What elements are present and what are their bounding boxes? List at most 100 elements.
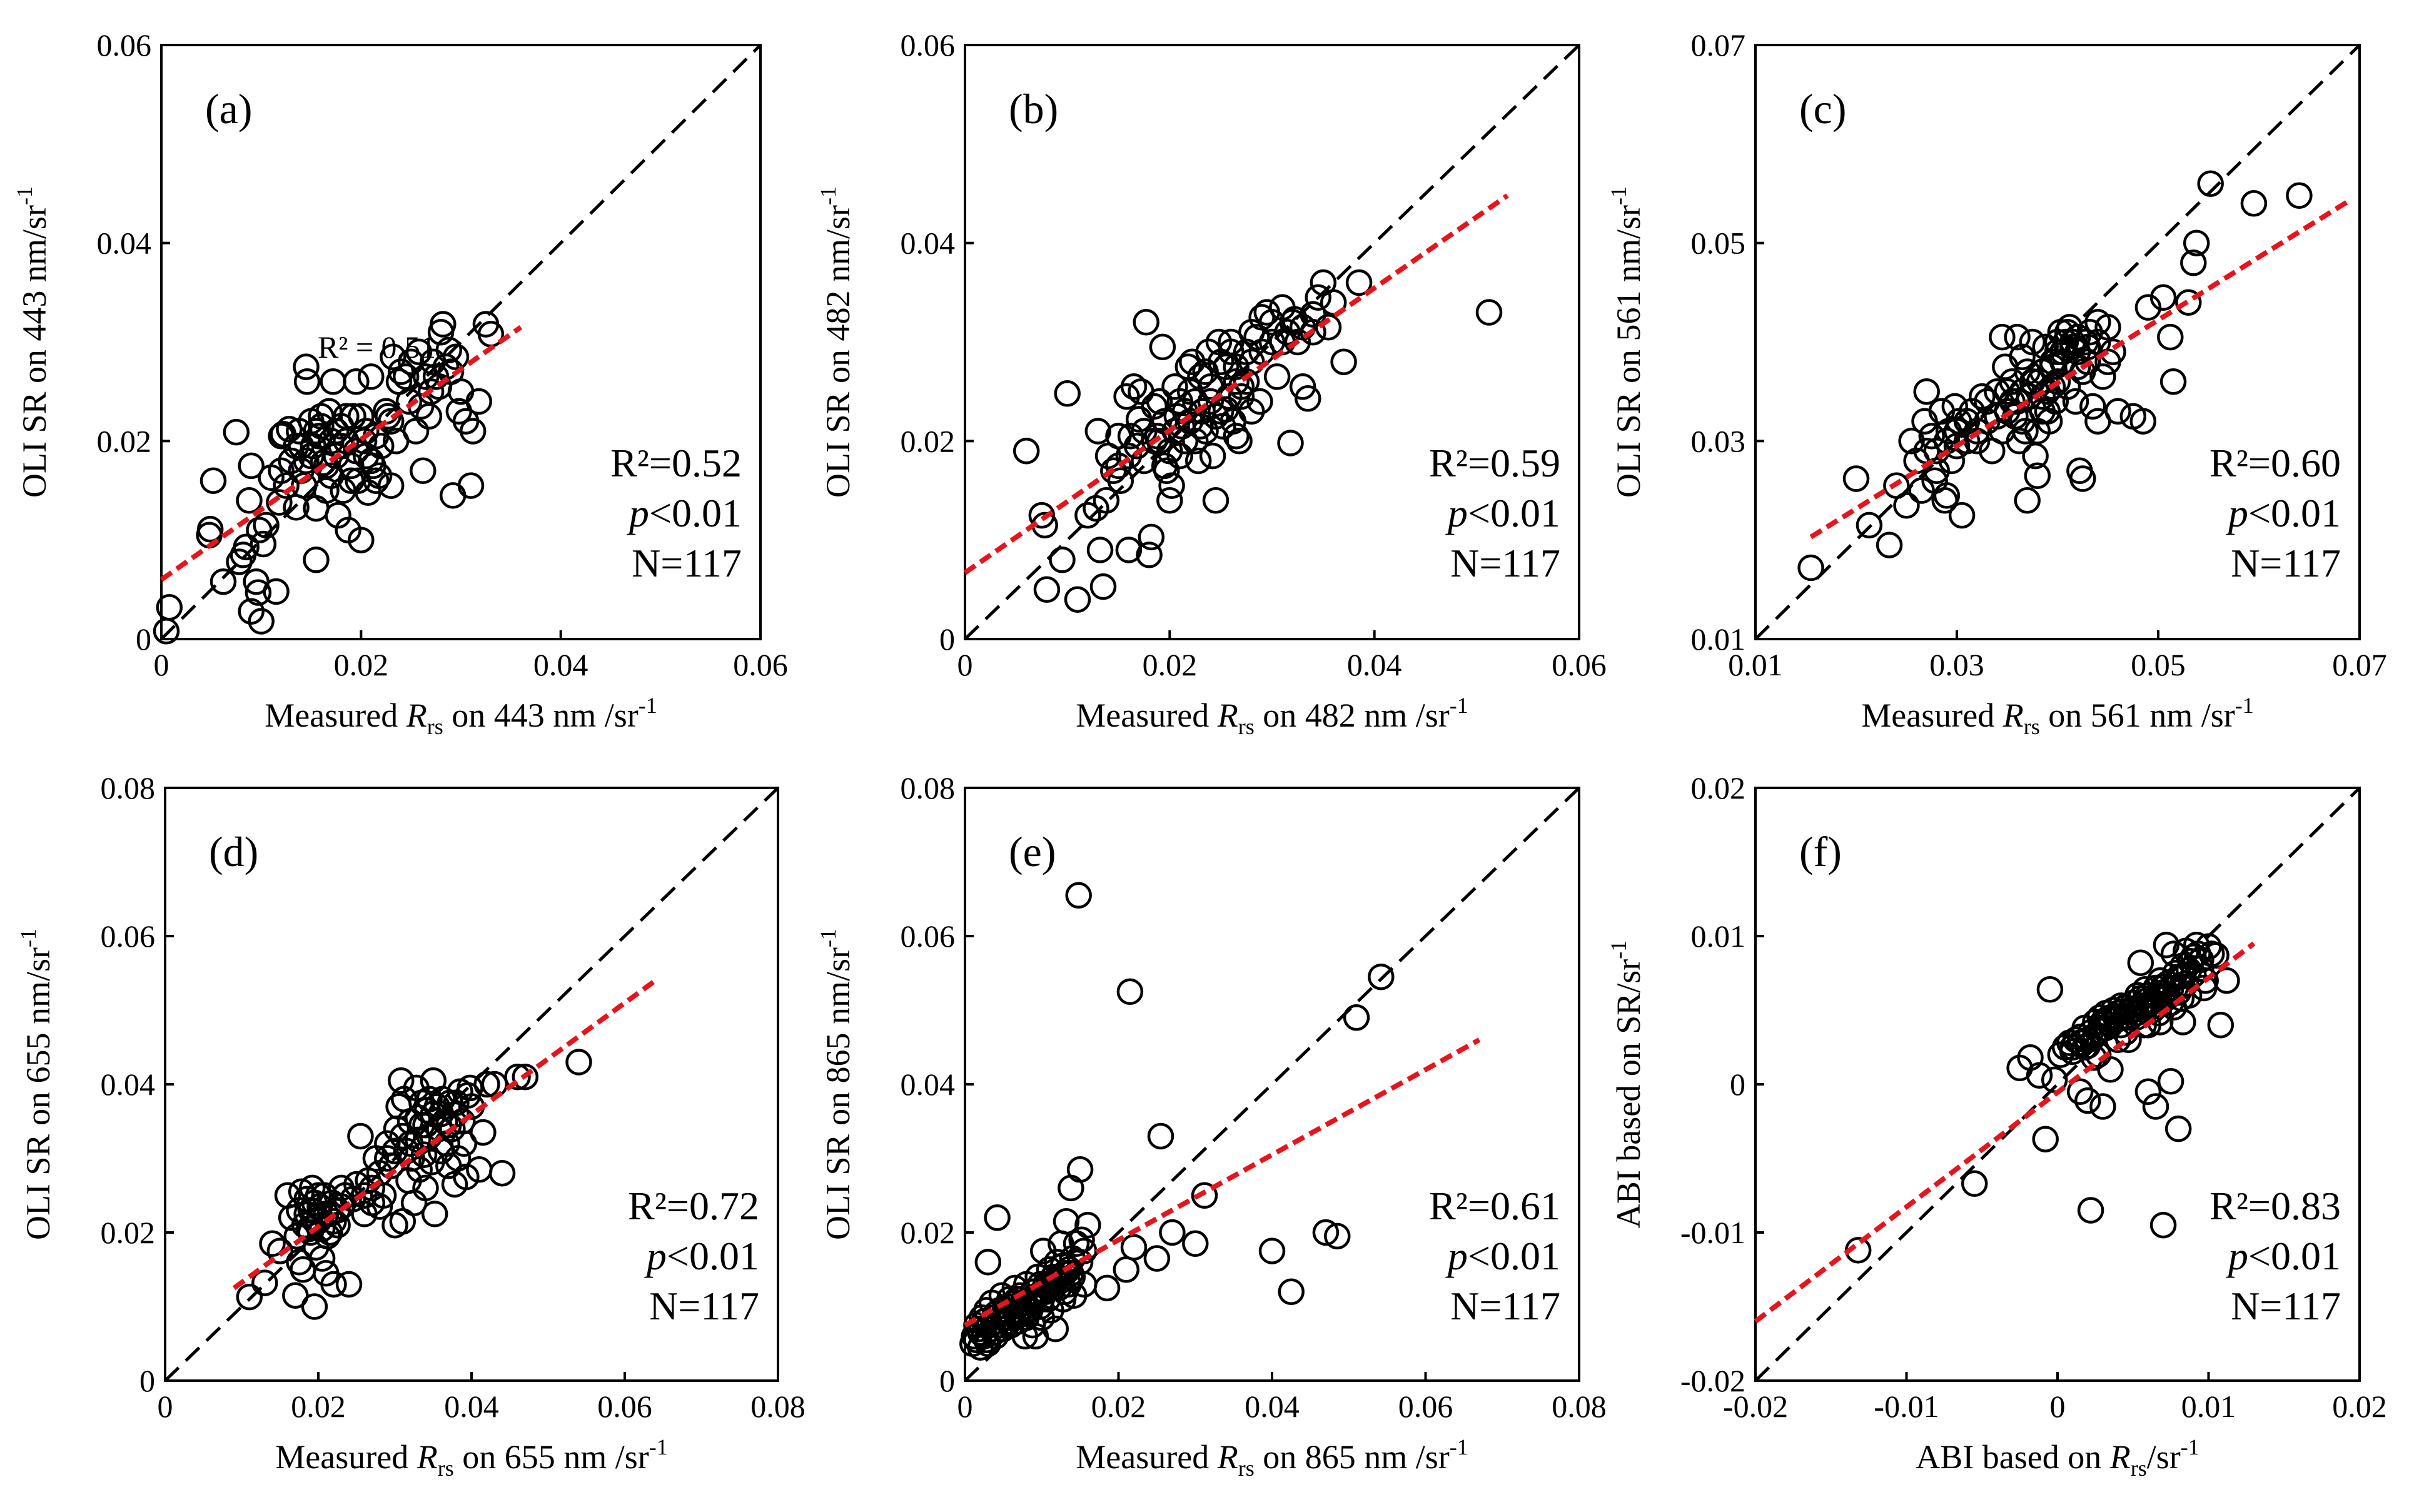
data-point bbox=[1159, 1219, 1186, 1246]
data-point bbox=[395, 388, 423, 415]
data-point bbox=[2177, 948, 2204, 975]
data-point bbox=[1182, 1230, 1209, 1257]
data-point bbox=[1320, 289, 1347, 316]
data-point bbox=[2044, 328, 2071, 356]
r-squared-label: R²=0.60 bbox=[2209, 441, 2341, 485]
x-axis-title: Measured Rrs on 655 nm /sr-1 bbox=[275, 1434, 667, 1481]
y-tick-label: 0.03 bbox=[1691, 423, 1746, 458]
data-point bbox=[437, 358, 465, 385]
y-tick-label: 0.08 bbox=[101, 770, 156, 805]
data-point bbox=[1065, 882, 1092, 909]
data-point bbox=[2175, 289, 2202, 316]
sample-size-label: N=117 bbox=[2231, 1284, 2341, 1328]
data-point bbox=[2203, 942, 2230, 969]
data-point bbox=[1202, 403, 1230, 430]
data-point bbox=[1243, 323, 1270, 351]
data-point bbox=[1153, 457, 1180, 485]
data-point bbox=[412, 1174, 439, 1202]
data-point bbox=[2286, 182, 2313, 209]
data-point bbox=[2034, 398, 2061, 425]
data-point bbox=[1093, 1274, 1121, 1302]
data-point bbox=[308, 413, 335, 440]
data-point bbox=[981, 1304, 1007, 1331]
data-point bbox=[358, 363, 385, 390]
data-point bbox=[1176, 408, 1204, 435]
data-point bbox=[2109, 998, 2136, 1026]
x-tick-label: 0 bbox=[154, 647, 169, 682]
data-point bbox=[974, 1249, 1002, 1276]
data-point bbox=[2069, 465, 2096, 492]
regression-line bbox=[964, 1037, 1481, 1328]
data-point bbox=[2024, 462, 2051, 490]
data-point bbox=[2104, 1026, 2131, 1054]
data-point bbox=[1054, 380, 1081, 407]
data-point bbox=[1842, 465, 1870, 492]
data-point bbox=[961, 1323, 987, 1350]
data-point bbox=[1115, 537, 1143, 563]
data-point bbox=[459, 418, 487, 445]
sample-size-label: N=117 bbox=[632, 541, 742, 585]
data-point bbox=[2183, 229, 2210, 256]
data-point bbox=[266, 489, 293, 516]
one-to-one-line bbox=[160, 44, 762, 640]
data-point bbox=[381, 1137, 408, 1164]
data-point bbox=[1136, 542, 1163, 568]
data-point bbox=[1053, 1207, 1080, 1235]
data-point bbox=[465, 388, 492, 415]
data-point bbox=[1074, 1211, 1101, 1239]
data-point bbox=[2169, 1009, 2196, 1036]
p-value-label: p<0.01 bbox=[2226, 1234, 2341, 1278]
x-tick-label: 0.07 bbox=[2332, 647, 2387, 682]
data-point bbox=[324, 1197, 351, 1224]
y-tick-label: 0 bbox=[939, 1363, 955, 1398]
data-point bbox=[512, 1063, 539, 1091]
y-tick-label: 0.07 bbox=[1691, 28, 1746, 63]
panel-label: (b) bbox=[1009, 85, 1058, 133]
data-point bbox=[1999, 368, 2026, 395]
data-point bbox=[1143, 1245, 1171, 1272]
plot-frame bbox=[160, 44, 762, 640]
data-point bbox=[1105, 452, 1132, 480]
data-point bbox=[1284, 328, 1311, 356]
data-point bbox=[210, 568, 237, 595]
data-point bbox=[1042, 1267, 1069, 1294]
data-point bbox=[375, 403, 401, 430]
panel-label: (e) bbox=[1009, 828, 1056, 875]
y-tick-label: 0.02 bbox=[901, 1215, 956, 1250]
data-point bbox=[1146, 388, 1173, 415]
data-point bbox=[2062, 388, 2089, 415]
data-point bbox=[2014, 487, 2041, 514]
data-point bbox=[238, 452, 265, 480]
x-tick-label: 0 bbox=[957, 1389, 973, 1424]
data-point bbox=[1138, 523, 1165, 551]
data-point bbox=[245, 579, 272, 606]
data-point bbox=[405, 338, 433, 366]
data-point bbox=[1312, 1219, 1340, 1246]
data-point bbox=[2207, 1011, 2235, 1039]
data-point bbox=[2066, 1029, 2094, 1056]
data-point bbox=[318, 462, 345, 490]
x-tick-label: -0.01 bbox=[1874, 1389, 1939, 1424]
data-point bbox=[963, 1311, 990, 1339]
data-point bbox=[1074, 501, 1101, 529]
r-squared-label: R²=0.72 bbox=[628, 1184, 759, 1228]
data-point bbox=[1948, 501, 1976, 529]
data-point bbox=[368, 433, 395, 460]
data-point bbox=[293, 368, 321, 395]
data-point bbox=[439, 482, 467, 509]
data-point bbox=[323, 418, 350, 445]
data-point bbox=[1989, 323, 2016, 351]
data-point bbox=[236, 1283, 263, 1311]
p-value-label: p<0.01 bbox=[1445, 1234, 1560, 1278]
data-point bbox=[1330, 348, 1357, 375]
data-point bbox=[233, 533, 260, 561]
panel-label: (a) bbox=[205, 85, 252, 133]
r-squared-label: R²=0.61 bbox=[1429, 1184, 1560, 1228]
data-point bbox=[298, 442, 325, 470]
data-point bbox=[1258, 328, 1286, 356]
data-point bbox=[273, 472, 300, 499]
data-point bbox=[1147, 1122, 1174, 1150]
plot-frame bbox=[964, 44, 1580, 640]
data-point bbox=[2066, 1078, 2094, 1106]
data-point bbox=[335, 1271, 363, 1298]
